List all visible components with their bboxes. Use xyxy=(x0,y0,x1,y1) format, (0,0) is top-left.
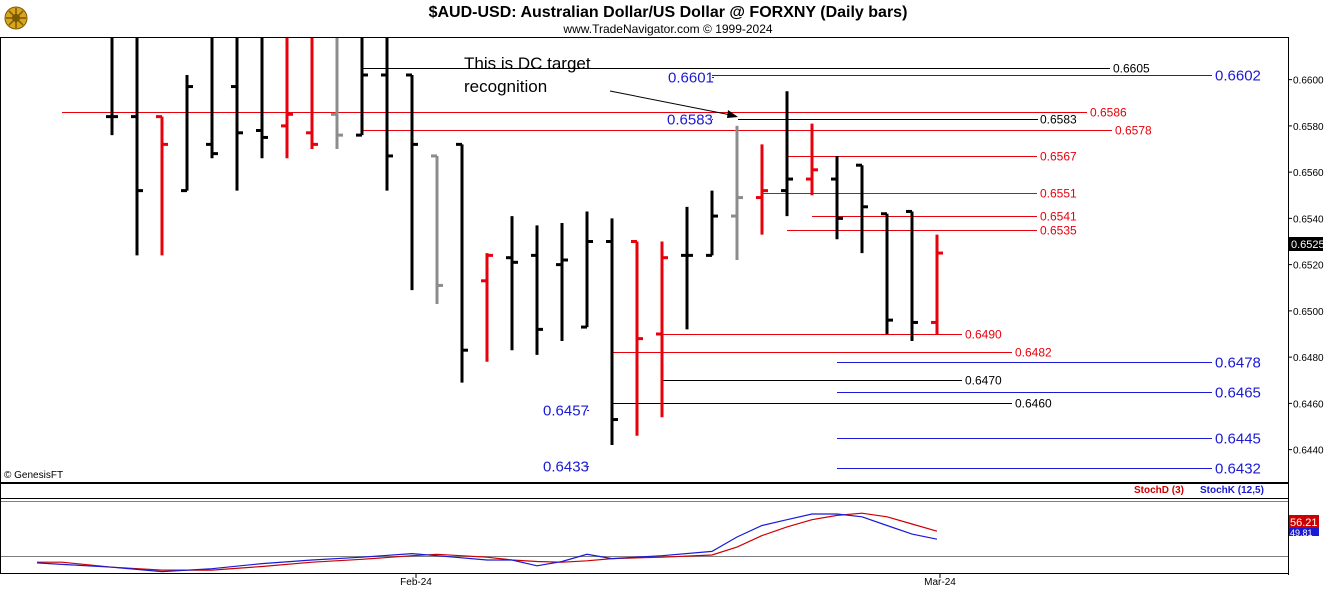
level-label: 0.6602 xyxy=(1215,68,1261,85)
level-label: 0.6601 xyxy=(668,70,714,87)
ohlc-bar xyxy=(781,91,793,217)
annotation-line-1: This is DC target xyxy=(464,54,591,73)
ohlc-bar xyxy=(831,155,843,240)
ohlc-bar xyxy=(731,125,743,260)
level-label: 0.6433 xyxy=(543,459,589,476)
ohlc-bar xyxy=(306,38,318,149)
ohlc-bar xyxy=(581,211,593,329)
ohlc-bar xyxy=(756,144,768,235)
ohlc-bar xyxy=(506,216,518,351)
level-label: 0.6586 xyxy=(1090,106,1127,120)
y-tick-label: 0.6440 xyxy=(1293,446,1324,457)
level-label: 0.6605 xyxy=(1113,62,1150,76)
y-tick-label: 0.6580 xyxy=(1293,122,1324,133)
level-label: 0.6460 xyxy=(1015,397,1052,411)
stochd-value: 56.21 xyxy=(1290,517,1318,529)
y-tick-label: 0.6540 xyxy=(1293,214,1324,225)
last-price-label: 0.6525 xyxy=(1291,239,1325,251)
level-label: 0.6490 xyxy=(965,328,1002,342)
stochastic-panel xyxy=(36,512,938,573)
ohlc-bar xyxy=(356,38,368,137)
level-label: 0.6583 xyxy=(1040,113,1077,127)
ohlc-bar xyxy=(231,38,243,191)
ohlc-bar xyxy=(156,115,168,256)
ohlc-bars xyxy=(106,38,943,445)
ohlc-bar xyxy=(131,38,143,256)
level-label: 0.6541 xyxy=(1040,210,1077,224)
annotation-arrow-head xyxy=(727,110,738,118)
last-price-marker: 0.6525 xyxy=(1289,237,1325,251)
level-label: 0.6482 xyxy=(1015,346,1052,360)
y-tick-label: 0.6460 xyxy=(1293,399,1324,410)
stochk-line xyxy=(36,513,938,573)
ohlc-bar xyxy=(856,163,868,254)
ohlc-bar xyxy=(681,206,693,330)
ohlc-bar xyxy=(931,234,943,334)
copyright: © GenesisFT xyxy=(4,470,63,481)
y-tick-label: 0.6500 xyxy=(1293,307,1324,318)
annotation-arrow xyxy=(609,90,737,117)
level-label: 0.6478 xyxy=(1215,355,1261,372)
x-label-mar: Mar-24 xyxy=(924,577,956,588)
ohlc-bar xyxy=(281,38,293,159)
ohlc-bar xyxy=(706,190,718,257)
ohlc-bar xyxy=(456,142,468,383)
ohlc-bar xyxy=(556,223,568,341)
y-tick-label: 0.6520 xyxy=(1293,261,1324,272)
price-axis: 0.6600 0.6580 0.6560 0.6540 0.6520 0.6500 0.64… xyxy=(1288,76,1324,457)
ohlc-bar xyxy=(656,241,668,418)
level-label: 0.6535 xyxy=(1040,224,1077,238)
stochk-value: 49.81 xyxy=(1290,528,1313,538)
ohlc-bar xyxy=(881,212,893,334)
stochd-line xyxy=(37,512,938,571)
ohlc-bar xyxy=(181,75,193,193)
level-label: 0.6457 xyxy=(543,403,589,420)
ohlc-bar xyxy=(256,38,268,159)
ohlc-bar xyxy=(606,218,618,445)
y-tick-label: 0.6600 xyxy=(1293,76,1324,87)
level-label: 0.6445 xyxy=(1215,431,1261,448)
ohlc-bar xyxy=(406,73,418,291)
level-label: 0.6567 xyxy=(1040,150,1077,164)
chart-header: $AUD-USD: Australian Dollar/US Dollar @ … xyxy=(4,4,908,36)
stochd-legend: StochD (3) xyxy=(1134,485,1184,496)
x-label-feb: Feb-24 xyxy=(400,577,432,588)
level-label: 0.6551 xyxy=(1040,187,1077,201)
ohlc-bar xyxy=(531,225,543,355)
main-plot-frame xyxy=(0,37,1289,483)
chart-subtitle: www.TradeNavigator.com © 1999-2024 xyxy=(562,22,772,36)
ohlc-bar xyxy=(806,123,818,196)
annotation-line-2: recognition xyxy=(464,77,547,96)
chart-title: $AUD-USD: Australian Dollar/US Dollar @ … xyxy=(429,4,908,21)
ohlc-bar xyxy=(381,38,393,191)
level-label: 0.6465 xyxy=(1215,385,1261,402)
level-label: 0.6578 xyxy=(1115,124,1152,138)
y-tick-label: 0.6560 xyxy=(1293,168,1324,179)
wheel-logo-icon xyxy=(4,6,28,30)
ohlc-bar xyxy=(631,240,643,436)
level-label: 0.6583 xyxy=(667,112,713,129)
ohlc-bar xyxy=(331,38,343,149)
ohlc-bar xyxy=(431,154,443,304)
stochk-legend: StochK (12,5) xyxy=(1200,485,1264,496)
ohlc-bar xyxy=(106,38,118,136)
level-label: 0.6432 xyxy=(1215,461,1261,478)
annotation: This is DC target recognition xyxy=(464,54,738,118)
ohlc-bar xyxy=(206,38,218,159)
level-label: 0.6470 xyxy=(965,374,1002,388)
ohlc-bar xyxy=(906,209,918,341)
stoch-panel-frame xyxy=(0,483,1289,574)
y-tick-label: 0.6480 xyxy=(1293,353,1324,364)
ohlc-bar xyxy=(481,253,493,362)
stoch-value-tags: 56.21 49.81 xyxy=(1289,515,1319,538)
